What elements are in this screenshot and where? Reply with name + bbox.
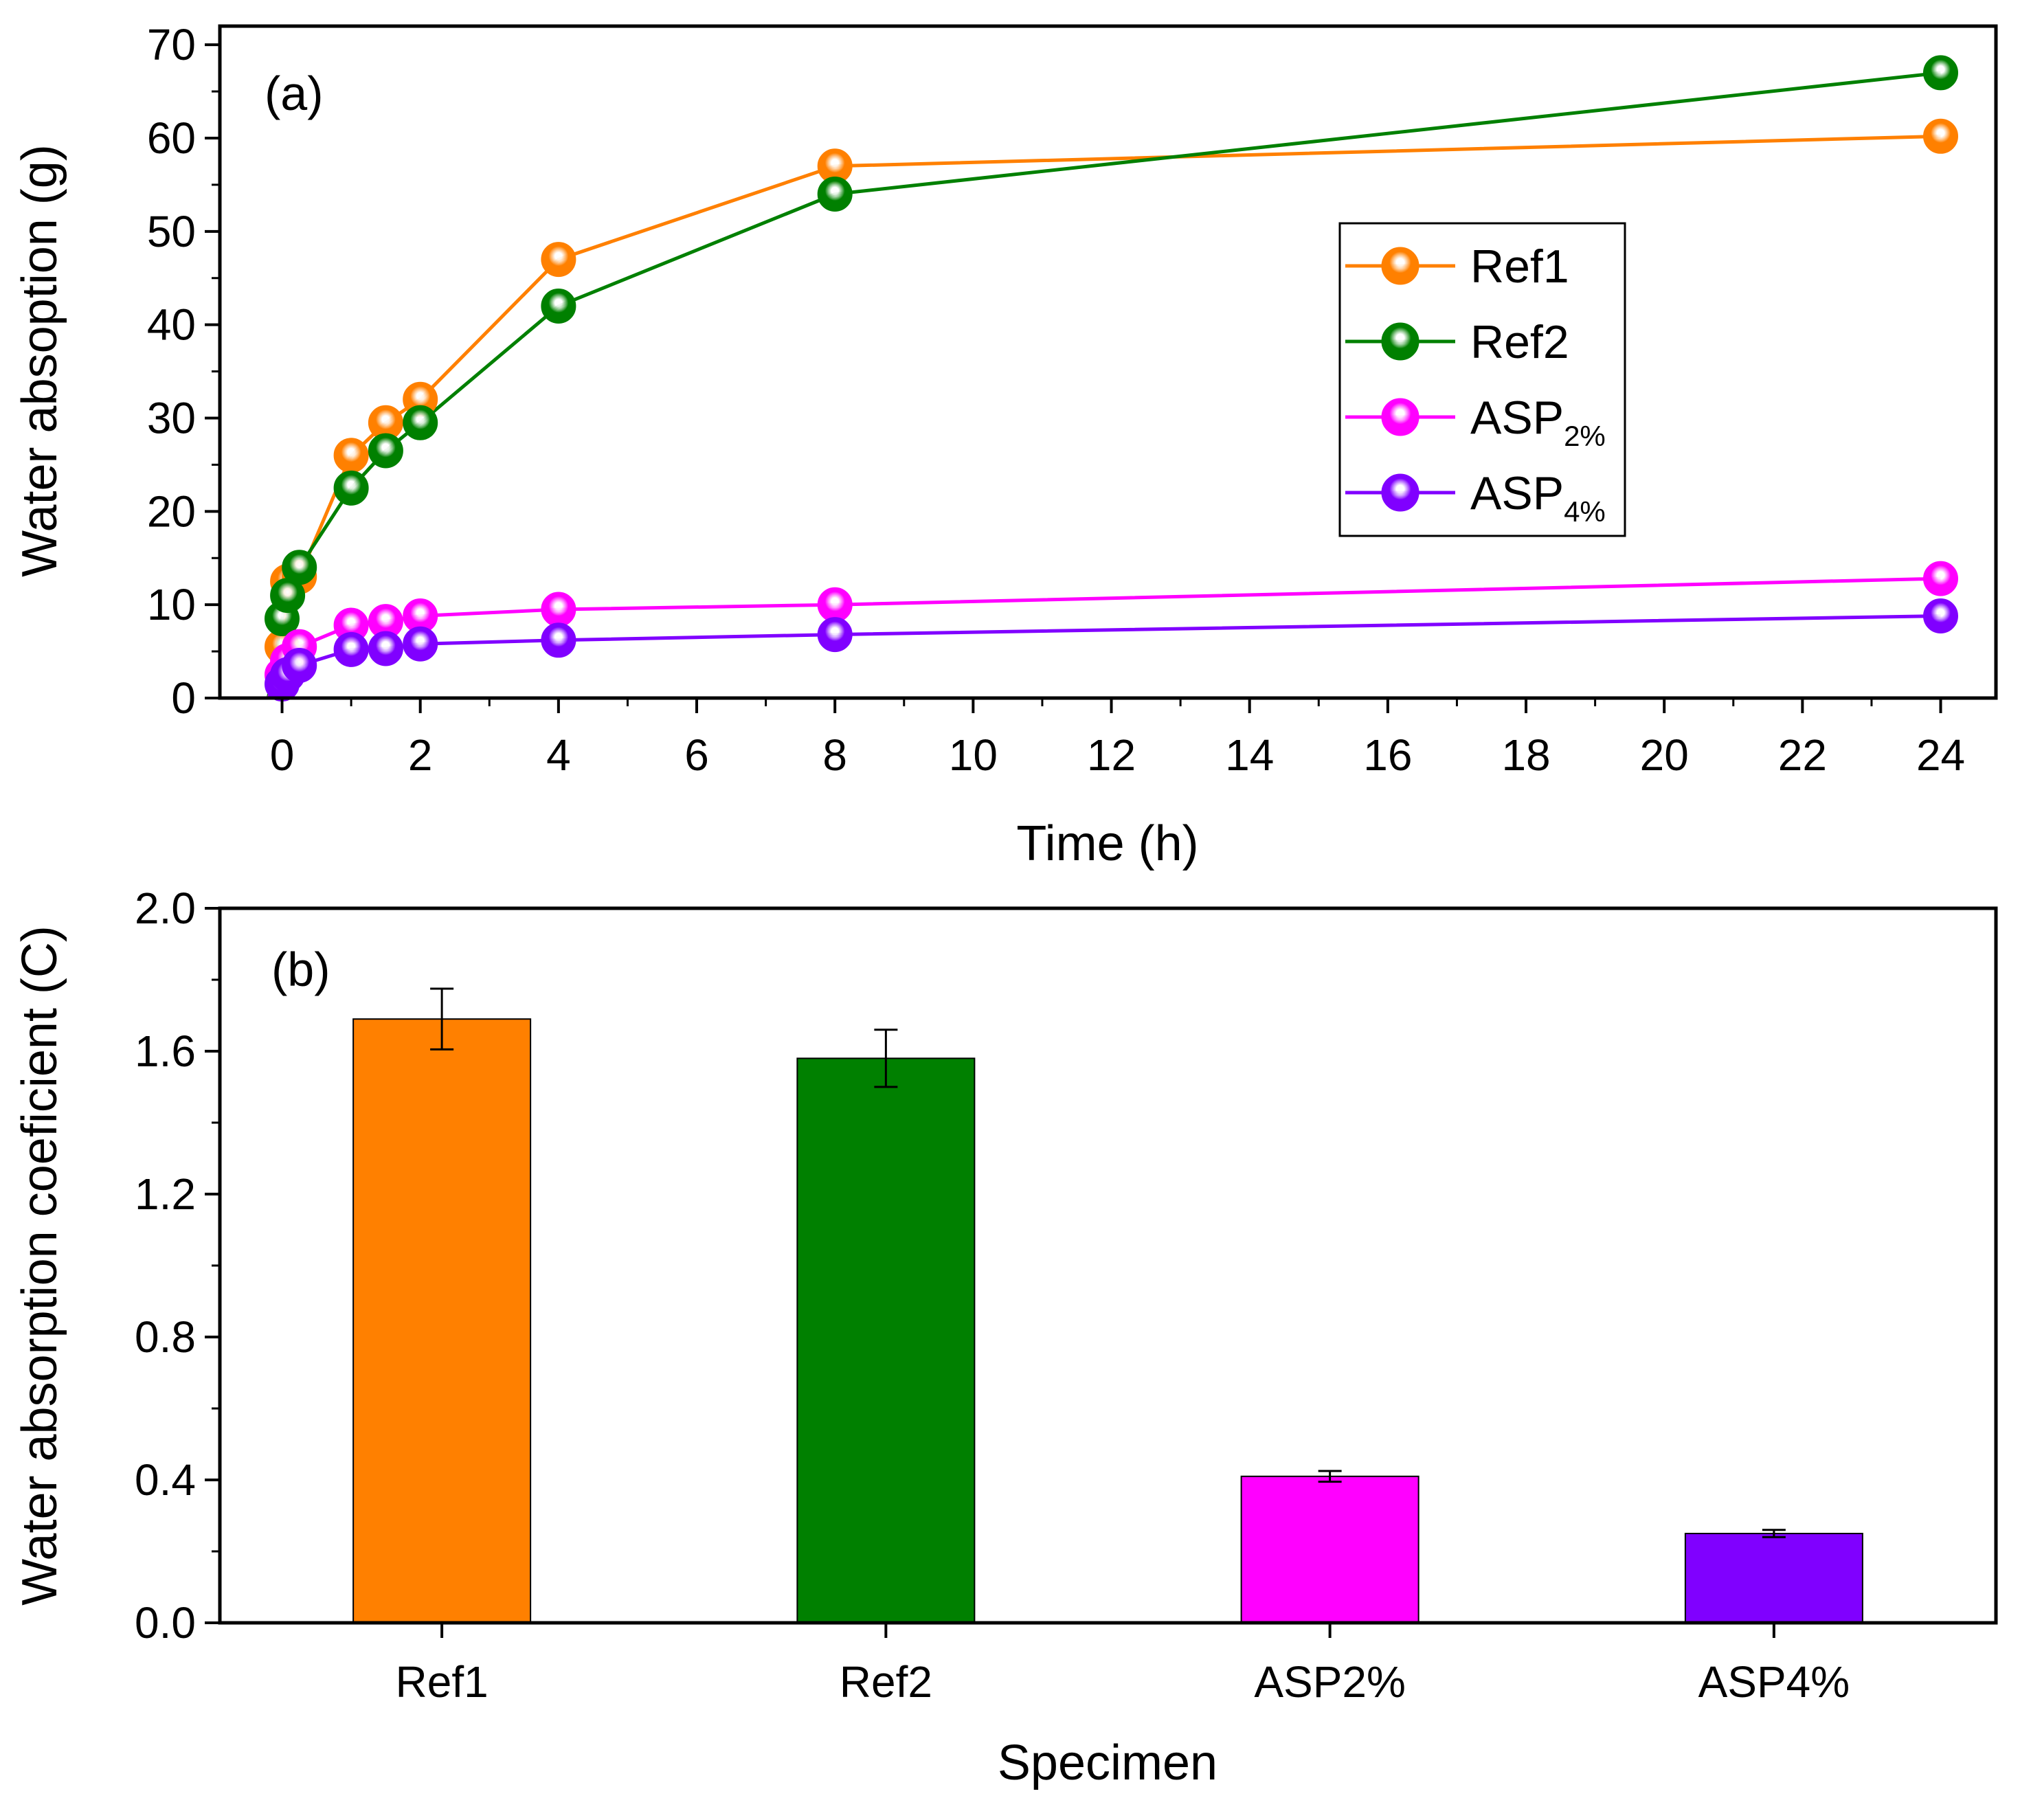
- b-error-bars: [430, 987, 1786, 1538]
- a-series-markers: [265, 55, 1958, 702]
- b-x-axis-label: Specimen: [998, 1735, 1217, 1790]
- x-tick-label: 4: [546, 730, 571, 780]
- data-point-asp4: [817, 617, 853, 653]
- panel-b-label: (b): [271, 943, 330, 996]
- b-bars: [352, 1018, 1863, 1624]
- y-tick-label: 20: [147, 486, 196, 536]
- series-line-ref2: [266, 71, 1941, 699]
- data-point-asp4: [282, 648, 317, 683]
- data-point-asp4: [541, 622, 576, 658]
- category-label: ASP2%: [1254, 1657, 1406, 1707]
- y-tick-label: 0.8: [135, 1312, 196, 1362]
- panel-a-line-chart: (a) 0 2 4 6 8 10 12 14 16 18 20 22 24 01020304050607…: [12, 20, 1998, 871]
- data-point-asp4: [368, 631, 403, 666]
- x-tick-label: 0: [270, 730, 295, 780]
- y-tick-label: 0.4: [135, 1455, 196, 1505]
- y-tick-label: 70: [147, 20, 196, 69]
- data-point-ref2: [403, 405, 438, 440]
- a-x-axis-label: Time (h): [1016, 816, 1198, 871]
- y-tick-label: 60: [147, 113, 196, 163]
- y-tick-label: 2.0: [135, 884, 196, 933]
- bar-asp4: [1684, 1533, 1863, 1624]
- legend-marker-ref2: [1381, 322, 1419, 361]
- data-point-ref2: [1923, 55, 1958, 91]
- y-tick-label: 30: [147, 394, 196, 443]
- y-tick-label: 1.6: [135, 1026, 196, 1076]
- legend-label-ref1: Ref1: [1470, 240, 1569, 293]
- data-point-ref1: [333, 438, 369, 473]
- legend-marker-asp4: [1381, 473, 1419, 512]
- x-tick-label: 10: [949, 730, 998, 780]
- y-tick-label: 40: [147, 300, 196, 350]
- b-x-ticks: Ref1 Ref2 ASP2% ASP4%: [396, 1623, 1850, 1707]
- data-point-asp4: [333, 631, 369, 667]
- x-tick-label: 2: [408, 730, 433, 780]
- y-tick-label: 0: [171, 673, 196, 723]
- a-x-ticks: 0 2 4 6 8 10 12 14 16 18 20 22 24: [270, 698, 1965, 780]
- bar-ref2: [796, 1057, 976, 1624]
- data-point-asp2: [541, 592, 576, 627]
- y-tick-label: 50: [147, 207, 196, 256]
- y-tick-label: 1.2: [135, 1169, 196, 1219]
- category-label: Ref2: [840, 1657, 932, 1707]
- b-y-ticks: 0.0 0.4 0.8 1.2 1.6 2.0: [135, 884, 220, 1648]
- y-tick-label: 0.0: [135, 1598, 196, 1648]
- data-point-asp4: [403, 626, 438, 662]
- a-y-axis-label: Water absoption (g): [12, 144, 67, 577]
- plot-frame-a: [218, 24, 1998, 700]
- data-point-ref1: [1923, 118, 1958, 154]
- y-tick-label: 10: [147, 580, 196, 629]
- series-line-ref1: [266, 134, 1941, 699]
- bar-asp2: [1240, 1475, 1419, 1624]
- legend-subscript: 2%: [1564, 420, 1606, 452]
- category-label: Ref1: [396, 1657, 489, 1707]
- x-tick-label: 22: [1778, 730, 1827, 780]
- legend-marker-ref1: [1381, 247, 1419, 285]
- data-point-ref2: [282, 550, 317, 585]
- x-tick-label: 16: [1363, 730, 1412, 780]
- x-tick-label: 6: [684, 730, 709, 780]
- b-y-axis-label: Water absorption coeficient (C): [12, 925, 67, 1606]
- x-tick-label: 24: [1916, 730, 1965, 780]
- x-tick-label: 12: [1087, 730, 1136, 780]
- legend-label-ref2: Ref2: [1470, 316, 1569, 368]
- legend-subscript: 4%: [1564, 495, 1606, 528]
- bar-ref1: [352, 1018, 532, 1624]
- a-y-ticks: 0 10 20 30 40 50 60 70: [147, 20, 220, 723]
- panel-b-bar-chart: (b) Ref1 Ref2 ASP2% ASP4% 0.0 0.4 0.8 1.2 1.6 2.…: [12, 884, 1998, 1790]
- data-point-ref2: [333, 470, 369, 506]
- x-tick-label: 8: [822, 730, 847, 780]
- series-line-asp4: [267, 614, 1941, 699]
- data-point-asp4: [1923, 598, 1958, 633]
- x-tick-label: 20: [1640, 730, 1689, 780]
- data-point-ref2: [817, 177, 853, 212]
- data-point-ref1: [541, 242, 576, 278]
- data-point-ref2: [541, 289, 576, 324]
- data-point-asp2: [817, 587, 853, 622]
- legend-marker-asp2: [1381, 398, 1419, 436]
- data-point-ref2: [368, 433, 403, 469]
- data-point-asp2: [1923, 561, 1958, 596]
- panel-a-label: (a): [265, 67, 324, 120]
- series-line-asp2: [267, 576, 1941, 699]
- x-tick-label: 14: [1225, 730, 1274, 780]
- a-series-lines: [266, 71, 1941, 699]
- x-tick-label: 18: [1501, 730, 1550, 780]
- category-label: ASP4%: [1698, 1657, 1850, 1707]
